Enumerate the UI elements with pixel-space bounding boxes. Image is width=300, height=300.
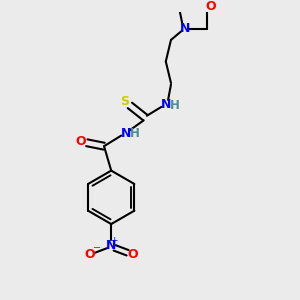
Text: N: N (180, 22, 190, 35)
Text: O: O (75, 135, 86, 148)
Text: H: H (130, 127, 140, 140)
Text: +: + (110, 236, 118, 245)
Text: O: O (128, 248, 138, 261)
Text: S: S (120, 95, 129, 108)
Text: N: N (120, 127, 131, 140)
Text: H: H (170, 99, 180, 112)
Text: −: − (93, 243, 101, 253)
Text: O: O (84, 248, 95, 261)
Text: N: N (106, 239, 116, 252)
Text: O: O (205, 0, 216, 13)
Text: N: N (160, 98, 171, 111)
